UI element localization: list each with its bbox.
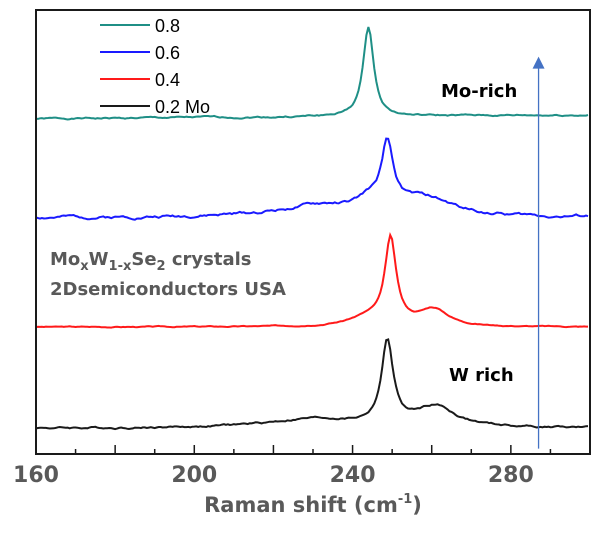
compound-x-sub: x <box>80 259 89 274</box>
x-tick-label: 280 <box>488 463 534 488</box>
compound-se: Se <box>131 249 156 270</box>
compound-rest: crystals <box>166 249 252 270</box>
legend: 0.8 0.6 0.4 0.2 Mo <box>100 16 210 117</box>
x-tick-label: 240 <box>330 463 376 488</box>
x-axis-title-main: Raman shift (cm <box>204 493 398 517</box>
compound-2-sub: 2 <box>157 259 166 274</box>
legend-label: 0.6 <box>155 43 180 63</box>
series-line-0.2-mo <box>35 338 589 431</box>
tick-layer: 160 200 240 280 <box>13 445 552 488</box>
arrow-layer <box>532 56 545 449</box>
series-line-0.8 <box>35 26 589 121</box>
annotation-w-rich: W rich <box>449 365 514 386</box>
legend-label: 0.2 Mo <box>155 97 210 117</box>
annotation-compound: MoxW1-xSe2 crystals <box>50 249 251 274</box>
series-layer <box>35 26 589 431</box>
x-axis-title-sup: -1 <box>398 492 412 507</box>
x-tick-label: 200 <box>171 463 217 488</box>
compound-mo: Mo <box>50 249 80 270</box>
series-line-0.4 <box>35 231 588 329</box>
annotation-vendor: 2Dsemiconductors USA <box>50 279 286 300</box>
annotation-mo-rich: Mo-rich <box>441 81 517 102</box>
legend-label: 0.4 <box>155 70 180 90</box>
compound-w: W <box>89 249 109 270</box>
x-tick-label: 160 <box>13 463 59 488</box>
series-line-0.6 <box>35 137 589 221</box>
legend-label: 0.8 <box>155 16 180 36</box>
arrow-head-icon <box>532 56 545 69</box>
compound-1x-sub: 1-x <box>109 259 132 274</box>
x-axis-title-close: ) <box>412 493 422 517</box>
x-axis-title: Raman shift (cm-1) <box>204 492 422 517</box>
plot-frame <box>35 9 591 455</box>
